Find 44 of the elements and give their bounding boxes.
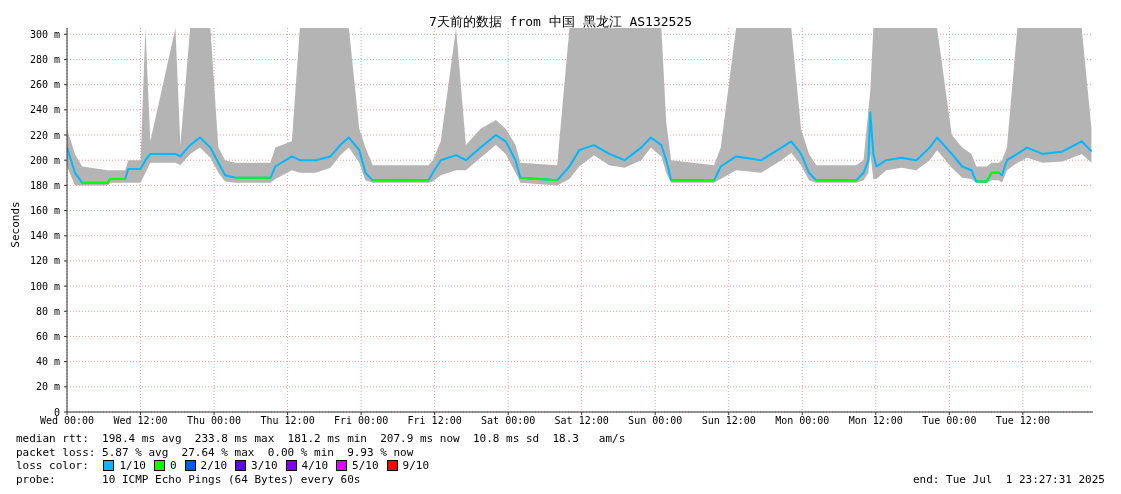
y-tick-label: 20 m	[35, 381, 60, 393]
text: end: Tue Jul 1 23:27:31 2025	[912, 473, 1105, 486]
legend-label: 4/10	[301, 459, 329, 473]
y-tick-label: 40 m	[35, 356, 60, 368]
y-tick-label: 200 m	[29, 154, 60, 166]
y-tick-label: 220 m	[29, 129, 60, 141]
x-tick-label: Mon 00:00	[775, 415, 830, 427]
legend-label: 9/10	[402, 459, 430, 473]
x-tick-label: Mon 12:00	[848, 415, 903, 427]
x-tick-label: Tue 00:00	[922, 415, 977, 427]
legend-label: 2/10	[200, 459, 228, 473]
x-tick-label: Wed 12:00	[113, 415, 168, 427]
x-tick-label: Sat 12:00	[554, 415, 609, 427]
legend-label: 5/10	[352, 459, 379, 473]
legend-title: loss color:	[16, 459, 90, 473]
y-tick-label: 240 m	[29, 104, 60, 116]
y-axis-title: Seconds	[8, 200, 22, 250]
legend-label: 1/10	[119, 459, 146, 473]
text: probe: 10 ICMP Echo Pings (64 Bytes) every 60s	[16, 472, 362, 486]
y-tick-label: 100 m	[29, 280, 60, 292]
text: median rtt: 198.4 ms avg 233.8 ms max 181.2 ms min 207.9 ms now 10.8 ms sd 18.3 am/s	[16, 432, 626, 446]
legend-label: 0	[169, 459, 177, 473]
y-tick-label: 260 m	[29, 79, 60, 91]
x-tick-label: Fri 12:00	[407, 415, 462, 427]
y-tick-label: 0	[53, 406, 60, 418]
x-tick-label: Wed 00:00	[39, 415, 95, 427]
x-tick-label: Thu 12:00	[260, 415, 315, 427]
x-tick-label: Thu 00:00	[186, 415, 242, 427]
y-tick-label: 180 m	[29, 179, 60, 191]
y-tick-label: 300 m	[29, 28, 60, 40]
x-tick-label: Sat 00:00	[481, 415, 536, 427]
y-tick-label: 80 m	[35, 305, 60, 317]
x-tick-label: Sun 12:00	[701, 415, 756, 427]
x-tick-label: Fri 00:00	[334, 415, 389, 427]
chart-title: 7天前的数据 from 中国 黑龙江 AS132525	[428, 14, 693, 29]
y-tick-label: 160 m	[29, 205, 60, 217]
x-tick-label: Tue 12:00	[995, 415, 1050, 427]
x-tick-label: Sun 00:00	[628, 415, 683, 427]
y-tick-label: 140 m	[29, 230, 60, 242]
y-tick-label: 120 m	[29, 255, 60, 267]
text: packet loss: 5.87 % avg 27.64 % max 0.00 % min 9.93 % now	[16, 445, 415, 459]
y-tick-label: 60 m	[35, 330, 60, 342]
legend-label: 3/10	[251, 459, 278, 473]
y-tick-label: 280 m	[29, 53, 60, 65]
